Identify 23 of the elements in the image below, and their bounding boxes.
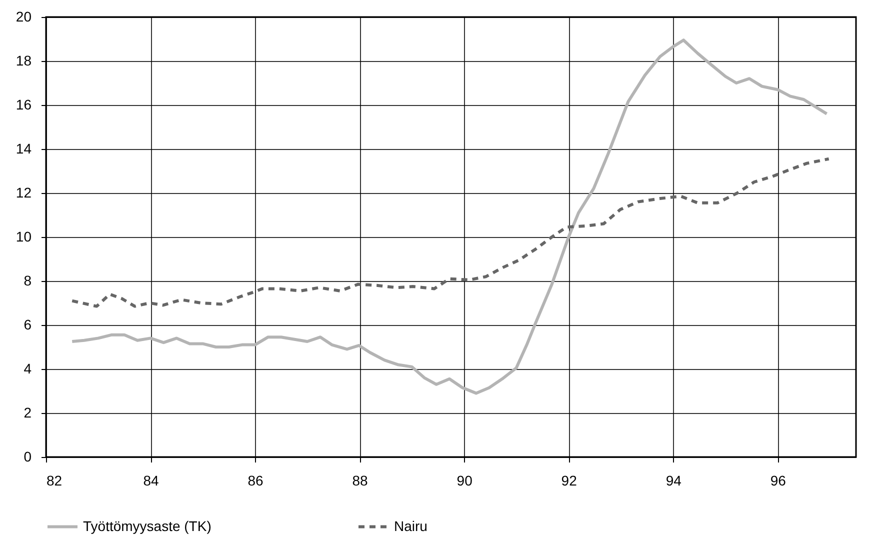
y-tick-label: 0 xyxy=(24,448,32,464)
x-tick-label: 82 xyxy=(46,472,62,488)
y-tick-label: 10 xyxy=(16,228,32,244)
x-tick-label: 88 xyxy=(352,472,368,488)
y-tick-label: 16 xyxy=(16,96,32,112)
y-tick-label: 14 xyxy=(16,140,32,156)
y-tick-label: 2 xyxy=(24,404,32,420)
line-series xyxy=(70,38,828,395)
y-tick-label: 20 xyxy=(16,8,32,24)
x-tick-label: 84 xyxy=(143,472,160,488)
y-tick-label: 4 xyxy=(24,360,32,376)
x-tick-label: 86 xyxy=(248,472,264,488)
y-tick-label: 18 xyxy=(16,52,32,68)
x-tick-label: 90 xyxy=(456,472,473,488)
legend-label: Nairu xyxy=(394,518,428,534)
line-series xyxy=(70,157,830,308)
x-tick-label: 94 xyxy=(666,472,682,488)
y-tick-label: 12 xyxy=(16,184,32,200)
y-tick-label: 6 xyxy=(24,316,32,332)
y-tick-label: 8 xyxy=(24,272,32,288)
x-tick-label: 96 xyxy=(770,472,786,488)
x-tick-label: 92 xyxy=(561,472,578,488)
legend-label: Työttömyysaste (TK) xyxy=(83,518,212,534)
